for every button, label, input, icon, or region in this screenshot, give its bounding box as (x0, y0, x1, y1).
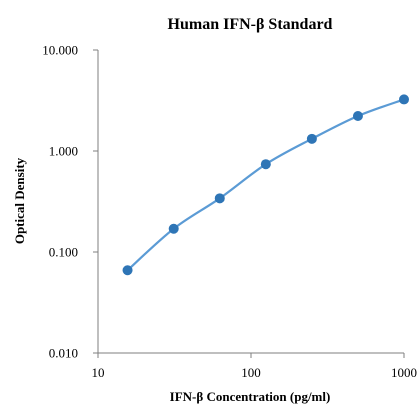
y-axis-label: Optical Density (12, 157, 27, 244)
x-axis-label: IFN-β Concentration (pg/ml) (170, 389, 331, 404)
chart-title: Human IFN-β Standard (168, 16, 333, 33)
data-point (306, 133, 317, 144)
data-point (214, 193, 225, 204)
data-point (168, 223, 179, 234)
x-tick-label: 100 (241, 365, 261, 380)
data-point (352, 111, 363, 122)
fitted-curve (126, 98, 405, 272)
y-tick-label: 1.000 (49, 144, 78, 159)
data-point (399, 94, 409, 105)
y-tick-label: 0.010 (49, 346, 78, 361)
y-axis-ticks: 0.010 0.100 1.000 10.000 (42, 43, 98, 361)
x-tick-label: 1000 (391, 365, 417, 380)
x-tick-label: 10 (92, 365, 105, 380)
y-tick-label: 0.100 (49, 245, 78, 260)
y-tick-label: 10.000 (42, 43, 78, 58)
data-points (122, 94, 409, 276)
data-point (122, 265, 133, 276)
data-point (260, 159, 271, 170)
x-axis-ticks: 10 100 1000 (92, 353, 417, 380)
